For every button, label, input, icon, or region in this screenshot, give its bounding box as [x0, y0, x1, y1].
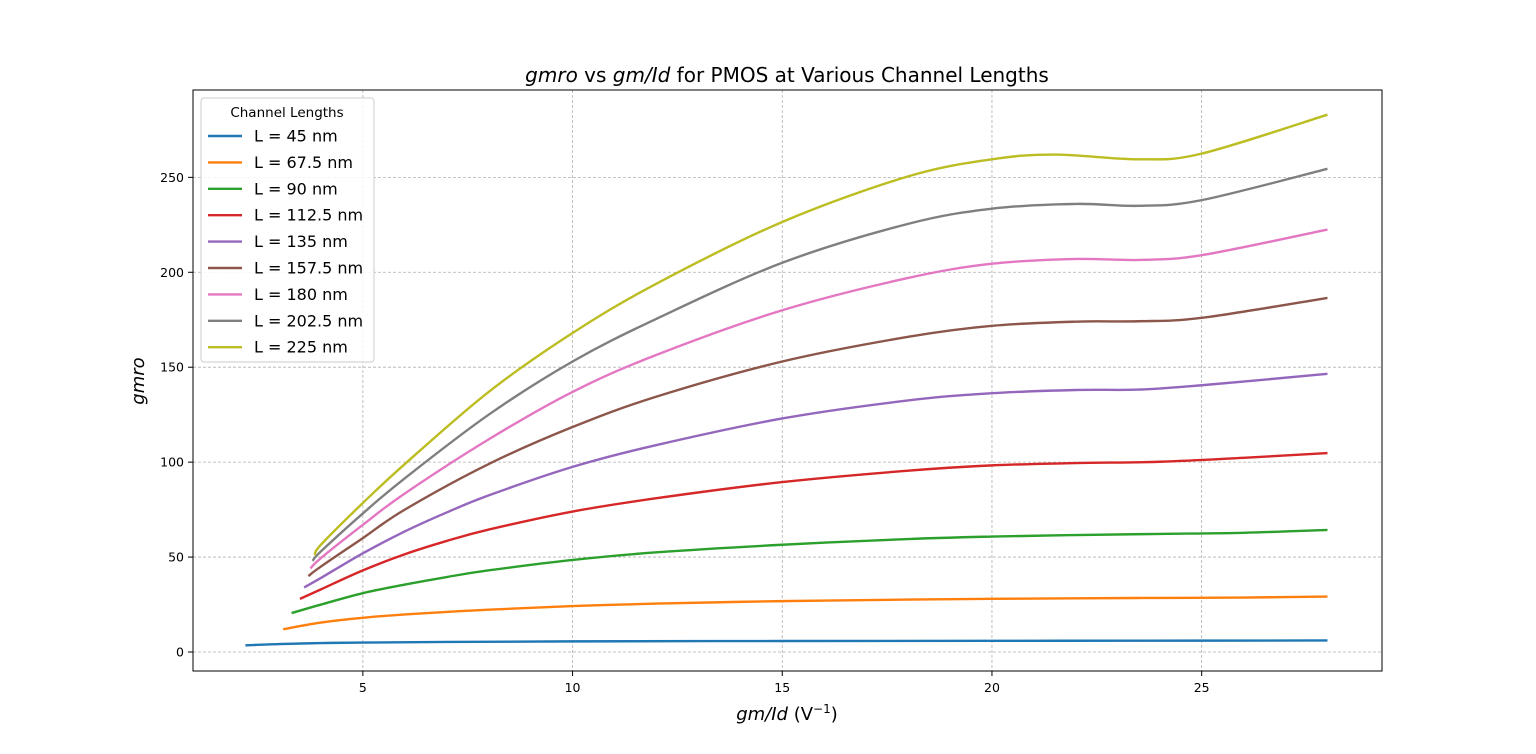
- series-line-8: [313, 113, 1328, 556]
- x-tick-label: 10: [565, 680, 581, 695]
- series-line-6: [309, 228, 1328, 570]
- x-tick-label: 15: [774, 680, 790, 695]
- y-axis-label: gmro: [128, 357, 149, 404]
- plot-area-frame: [192, 89, 1383, 672]
- x-axis-label-italic: gm/Id: [736, 704, 788, 725]
- y-tick-label: 100: [160, 455, 184, 470]
- series-line-5: [307, 296, 1328, 578]
- legend: Channel Lengths L = 45 nmL = 67.5 nmL = …: [200, 97, 375, 363]
- grid: [193, 90, 1382, 671]
- y-tick-label: 0: [176, 645, 184, 660]
- legend-label-1: L = 67.5 nm: [254, 153, 353, 172]
- legend-box: [200, 97, 375, 363]
- legend-entries: L = 45 nm L = 67.5 nm L = 90 nm L = 112.5 n…: [208, 127, 363, 357]
- x-tick-label: 5: [359, 680, 367, 695]
- x-axis-label-sup: −1: [813, 702, 831, 716]
- series-line-1: [282, 595, 1328, 631]
- chart-title-part3: gm/Id: [613, 63, 671, 87]
- legend-label-0: L = 45 nm: [254, 127, 338, 146]
- x-tick-label: 20: [984, 680, 1000, 695]
- legend-label-6: L = 180 nm: [254, 285, 348, 304]
- x-axis-label: gm/Id (V−1): [736, 702, 838, 725]
- chart-title-part4: for PMOS at Various Channel Lengths: [670, 63, 1049, 87]
- chart-title-part1: gmro: [525, 63, 578, 87]
- y-tick-label: 200: [160, 265, 184, 280]
- x-axis-label-prefix: (V: [788, 704, 814, 725]
- chart-title-part2: vs: [578, 63, 613, 87]
- legend-label-5: L = 157.5 nm: [254, 259, 363, 278]
- series-line-0: [245, 639, 1328, 647]
- series-line-4: [303, 372, 1328, 589]
- y-tick-label: 50: [168, 550, 184, 565]
- series-line-7: [311, 167, 1328, 562]
- legend-label-7: L = 202.5 nm: [254, 311, 363, 330]
- legend-label-3: L = 112.5 nm: [254, 206, 363, 225]
- y-tick-label: 150: [160, 360, 184, 375]
- legend-label-2: L = 90 nm: [254, 179, 338, 198]
- series-line-3: [299, 451, 1328, 600]
- x-tick-label: 25: [1194, 680, 1210, 695]
- y-tick-label: 250: [160, 170, 184, 185]
- legend-title: Channel Lengths: [230, 105, 343, 121]
- series-line-2: [291, 528, 1328, 615]
- legend-label-8: L = 225 nm: [254, 338, 348, 357]
- series-layer: [245, 113, 1328, 647]
- chart-title: gmro vs gm/Id for PMOS at Various Channe…: [525, 63, 1049, 87]
- x-axis-label-suffix: ): [831, 704, 838, 725]
- legend-label-4: L = 135 nm: [254, 232, 348, 251]
